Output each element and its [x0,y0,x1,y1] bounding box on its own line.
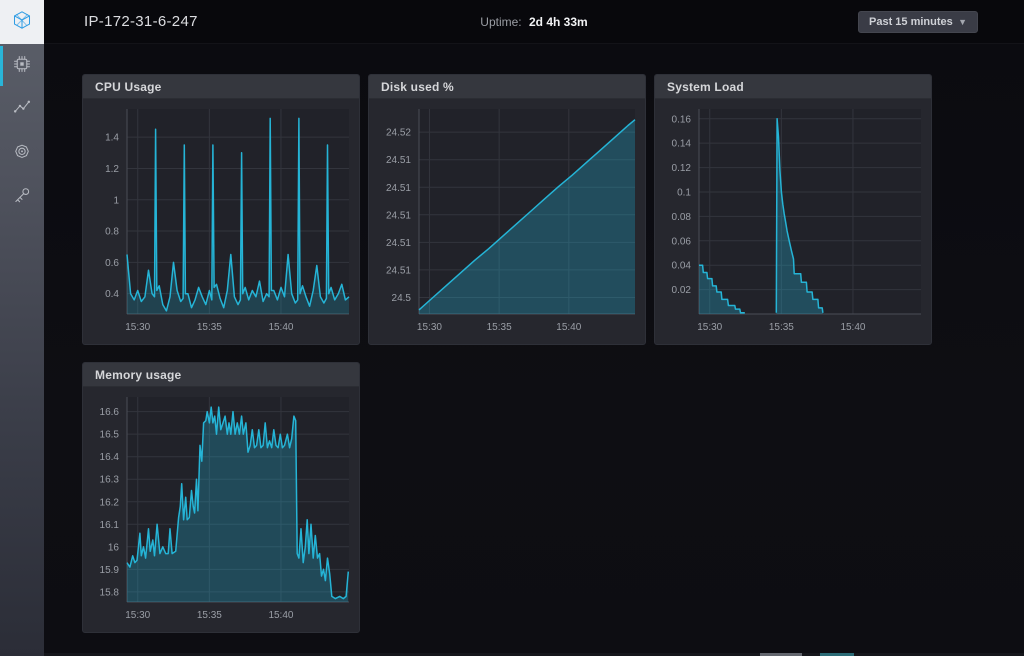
cube-logo-icon [7,5,37,40]
svg-text:0.12: 0.12 [672,163,692,174]
svg-text:16: 16 [108,542,120,553]
svg-text:16.4: 16.4 [100,452,120,463]
svg-text:16.2: 16.2 [100,497,120,508]
svg-text:15:35: 15:35 [197,610,222,621]
svg-text:15:40: 15:40 [556,322,581,333]
sidebar-item-settings[interactable] [0,132,44,176]
svg-text:0.06: 0.06 [672,236,692,247]
sidebar [0,0,44,656]
panel-cpu-usage: CPU Usage 1.4 1.2 1 0.8 0.6 0.4 15:30 15:35 15:4… [82,74,360,345]
cpu-chip-icon [7,49,37,84]
svg-text:16.5: 16.5 [100,430,120,441]
svg-text:16.6: 16.6 [100,407,120,418]
key-icon [7,181,37,216]
svg-text:0.4: 0.4 [105,289,119,300]
svg-text:1.2: 1.2 [105,164,119,175]
cpu-usage-chart[interactable]: 1.4 1.2 1 0.8 0.6 0.4 15:30 15:35 15:40 [87,101,357,344]
uptime-value: 2d 4h 33m [529,15,588,29]
panel-title: CPU Usage [95,80,162,94]
svg-text:1: 1 [113,195,119,206]
svg-text:15:40: 15:40 [268,322,293,333]
time-range-value: Past 15 minutes [869,16,958,28]
sidebar-item-system[interactable] [0,44,44,88]
panel-header: Memory usage [83,363,359,387]
svg-text:24.51: 24.51 [386,265,411,276]
system-load-chart[interactable]: 0.16 0.14 0.12 0.1 0.08 0.06 0.04 0.02 15:30 15:3… [659,101,929,344]
uptime-label: Uptime: [480,15,521,29]
panel-header: Disk used % [369,75,645,99]
svg-text:0.08: 0.08 [672,212,692,223]
chevron-down-icon: ▼ [958,17,967,27]
disk-used-chart[interactable]: 24.52 24.51 24.51 24.51 24.51 24.51 24.5 15:30 1… [373,101,643,344]
panel-title: Disk used % [381,80,454,94]
panel-title: Memory usage [95,368,181,382]
panel-header: System Load [655,75,931,99]
svg-text:0.1: 0.1 [677,187,691,198]
panel-memory-usage: Memory usage 16.616.516.416.316.216.1161… [82,362,360,633]
svg-text:15:40: 15:40 [268,610,293,621]
svg-text:15:30: 15:30 [125,322,150,333]
sidebar-item-access-keys[interactable] [0,176,44,220]
hex-nut-gear-icon [7,137,37,172]
panel-system-load: System Load 0.160.140.120.10.080.060.040… [654,74,932,345]
svg-text:0.14: 0.14 [672,139,692,150]
svg-text:15:35: 15:35 [487,322,512,333]
svg-text:0.6: 0.6 [105,258,119,269]
panel-title: System Load [667,80,744,94]
svg-text:15:35: 15:35 [197,322,222,333]
svg-text:15:40: 15:40 [840,322,865,333]
svg-text:24.51: 24.51 [386,183,411,194]
page-title: IP-172-31-6-247 [44,13,198,30]
svg-text:0.16: 0.16 [672,114,692,125]
svg-text:15.8: 15.8 [100,587,120,598]
svg-text:24.51: 24.51 [386,155,411,166]
svg-text:24.51: 24.51 [386,238,411,249]
top-header: IP-172-31-6-247 Uptime: 2d 4h 33m Past 1… [44,0,1024,44]
svg-text:24.52: 24.52 [386,128,411,139]
svg-text:0.8: 0.8 [105,227,119,238]
svg-text:15:30: 15:30 [697,322,722,333]
svg-text:15:30: 15:30 [125,610,150,621]
panel-grid: CPU Usage 1.4 1.2 1 0.8 0.6 0.4 15:30 15:35 15:4… [44,44,944,633]
sidebar-item-metrics[interactable] [0,88,44,132]
svg-text:15:35: 15:35 [769,322,794,333]
svg-text:24.51: 24.51 [386,210,411,221]
svg-text:16.3: 16.3 [100,475,120,486]
dashboard-main: CPU Usage 1.4 1.2 1 0.8 0.6 0.4 15:30 15:35 15:4… [44,44,1024,656]
svg-text:0.02: 0.02 [672,285,692,296]
memory-usage-chart[interactable]: 16.6 16.5 16.4 16.3 16.2 16.1 16 15.9 15.8 15:30 1… [87,389,357,632]
svg-text:0.04: 0.04 [672,261,692,272]
panel-disk-used: Disk used % 24.5224.5124.5124.5124.5124.… [368,74,646,345]
svg-text:15.9: 15.9 [100,565,120,576]
time-range-dropdown[interactable]: Past 15 minutes ▼ [858,11,978,33]
svg-text:16.1: 16.1 [100,520,120,531]
panel-header: CPU Usage [83,75,359,99]
svg-text:24.5: 24.5 [392,293,412,304]
metrics-pulse-icon [7,93,37,128]
svg-text:15:30: 15:30 [417,322,442,333]
sidebar-item-home[interactable] [0,0,44,44]
svg-text:1.4: 1.4 [105,133,119,144]
